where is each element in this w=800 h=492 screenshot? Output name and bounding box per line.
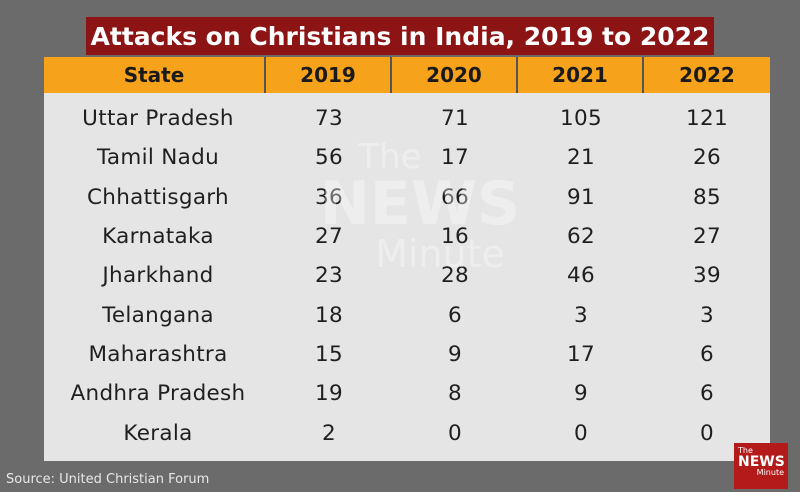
value-cell-2020: 66: [441, 184, 469, 210]
logo-the: The: [738, 446, 753, 455]
value-cell-2020: 71: [441, 106, 469, 132]
value-cell-2021: 21: [567, 145, 595, 171]
value-cell-2019: 36: [315, 184, 343, 210]
value-cell-2020: 9: [448, 341, 462, 367]
column-header-2022: 2022: [679, 63, 735, 87]
value-cell-2022: 121: [686, 106, 728, 132]
state-name-cell: Karnataka: [102, 224, 214, 250]
value-cell-2020: 6: [448, 302, 462, 328]
data-table: State 2019 2020 2021 2022 Uttar Pradesh 7…: [44, 57, 770, 461]
table-header-row: State 2019 2020 2021 2022: [44, 57, 770, 93]
value-cell-2021: 46: [567, 263, 595, 289]
table-row: Uttar Pradesh 73 71 105 121: [44, 99, 770, 138]
column-header-2020: 2020: [392, 57, 518, 93]
value-cell-2019: 18: [315, 302, 343, 328]
value-cell-2020: 17: [441, 145, 469, 171]
state-name-cell: Maharashtra: [88, 341, 228, 367]
state-name-cell: Andhra Pradesh: [70, 381, 246, 407]
table-body: Uttar Pradesh 73 71 105 121 Tamil Nadu 56 17 21 2…: [44, 99, 770, 453]
value-cell-2019: 19: [315, 381, 343, 407]
value-cell-2019: 73: [315, 106, 343, 132]
value-cell-2019: 2: [322, 420, 336, 446]
value-cell-2019: 15: [315, 341, 343, 367]
column-header-2019: 2019: [266, 57, 392, 93]
table-row: Karnataka 27 16 62 27: [44, 217, 770, 256]
value-cell-2020: 8: [448, 381, 462, 407]
table-row: Maharashtra 15 9 17 6: [44, 335, 770, 374]
value-cell-2021: 0: [574, 420, 588, 446]
table-row: Telangana 18 6 3 3: [44, 295, 770, 334]
logo-news: NEWS: [738, 454, 785, 470]
table-row: Jharkhand 23 28 46 39: [44, 256, 770, 295]
value-cell-2019: 27: [315, 224, 343, 250]
column-header-state: State: [44, 57, 266, 93]
column-header-2021: 2021: [518, 57, 644, 93]
value-cell-2022: 85: [693, 184, 721, 210]
value-cell-2021: 17: [567, 341, 595, 367]
value-cell-2020: 0: [448, 420, 462, 446]
state-name-cell: Kerala: [123, 420, 193, 446]
state-name-cell: Jharkhand: [102, 263, 214, 289]
value-cell-2021: 3: [574, 302, 588, 328]
value-cell-2021: 62: [567, 224, 595, 250]
table-row: Tamil Nadu 56 17 21 26: [44, 138, 770, 177]
value-cell-2022: 6: [700, 381, 714, 407]
state-name-cell: Uttar Pradesh: [82, 106, 234, 132]
value-cell-2022: 27: [693, 224, 721, 250]
state-name-cell: Tamil Nadu: [96, 145, 219, 171]
value-cell-2022: 6: [700, 341, 714, 367]
source-note: Source: United Christian Forum: [6, 472, 210, 487]
table-row: Chhattisgarh 36 66 91 85: [44, 178, 770, 217]
value-cell-2022: 39: [693, 263, 721, 289]
value-cell-2019: 56: [315, 145, 343, 171]
value-cell-2022: 0: [700, 420, 714, 446]
logo-minute: Minute: [756, 468, 784, 477]
value-cell-2022: 26: [693, 145, 721, 171]
value-cell-2021: 105: [560, 106, 602, 132]
chart-title: Attacks on Christians in India, 2019 to …: [86, 17, 714, 55]
table-row: Andhra Pradesh 19 8 9 6: [44, 374, 770, 413]
value-cell-2021: 91: [567, 184, 595, 210]
table-row: Kerala 2 0 0 0: [44, 413, 770, 452]
value-cell-2020: 16: [441, 224, 469, 250]
state-name-cell: Chhattisgarh: [87, 184, 229, 210]
state-name-cell: Telangana: [102, 302, 214, 328]
value-cell-2019: 23: [315, 263, 343, 289]
value-cell-2020: 28: [441, 263, 469, 289]
value-cell-2021: 9: [574, 381, 588, 407]
brand-logo: The NEWS Minute: [734, 443, 788, 489]
value-cell-2022: 3: [700, 302, 714, 328]
